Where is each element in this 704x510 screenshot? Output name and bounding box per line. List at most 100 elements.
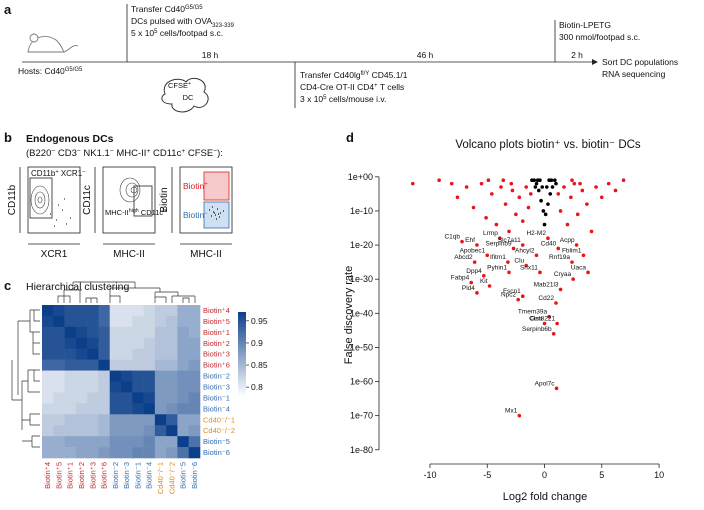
interval-label: 2 h xyxy=(571,50,583,60)
heat-cell xyxy=(143,348,156,360)
y-tick-label: 1e+00 xyxy=(348,172,373,182)
labeled-point xyxy=(517,413,522,418)
heat-cell xyxy=(132,370,144,382)
heat-cell xyxy=(143,403,156,415)
heat-cell xyxy=(154,348,167,360)
point xyxy=(562,185,566,189)
heat-cell xyxy=(154,381,167,393)
heat-cell xyxy=(188,326,201,339)
heat-cell xyxy=(98,337,111,350)
heat-cell xyxy=(75,381,88,393)
col-label: Biotin⁻6 xyxy=(190,462,199,489)
heat-cell xyxy=(188,315,201,328)
heat-cell xyxy=(177,370,190,382)
step-text: CD4-Cre OT-II CD4+ T cells xyxy=(300,82,404,92)
point xyxy=(534,181,539,186)
text-part: − xyxy=(110,148,114,155)
heat-cell xyxy=(132,337,144,350)
point xyxy=(501,178,506,183)
point xyxy=(575,212,580,217)
heat-cell xyxy=(121,370,133,382)
heat-cell xyxy=(132,326,144,339)
point xyxy=(558,209,563,213)
heat-cell xyxy=(166,337,178,350)
gene-label: Kit xyxy=(480,278,488,285)
heat-cell xyxy=(166,392,178,404)
gene-label: Apobec1 xyxy=(460,247,486,254)
y-tick-label: 1e-20 xyxy=(350,240,373,250)
col-label: Biotin⁻1 xyxy=(133,462,142,489)
point xyxy=(538,178,542,183)
heat-cell xyxy=(177,315,190,328)
point xyxy=(449,181,454,186)
panel-label: d xyxy=(346,130,354,145)
text-part: CD11b xyxy=(31,169,56,178)
text-part: CD3 xyxy=(55,148,77,159)
heat-cell xyxy=(98,370,111,382)
heat-cell xyxy=(188,381,201,393)
gene-label: Lrmp xyxy=(483,230,498,237)
row-label: Biotin⁺3 xyxy=(203,350,230,359)
contour xyxy=(30,185,50,215)
chart-title: Volcano plots biotin⁺ vs. biotin⁻ DCs xyxy=(455,139,641,151)
text-part: Transfer Cd40lg xyxy=(300,70,361,80)
heat-cell xyxy=(132,447,144,459)
gene-label: H2-M2 xyxy=(526,230,546,237)
point xyxy=(464,185,469,189)
labeled-point xyxy=(542,321,547,326)
heat-cell xyxy=(166,359,178,371)
gene-label: Dpp4 xyxy=(466,268,482,275)
heat-cell xyxy=(53,326,65,339)
heat-cell xyxy=(132,305,144,317)
heat-cell xyxy=(188,425,201,437)
heatmap: Biotin⁺4Biotin⁺5Biotin⁺1Biotin⁺2Biotin⁺3… xyxy=(42,305,268,494)
text-part: CD45.1/1 xyxy=(369,70,408,80)
heat-cell xyxy=(75,315,88,328)
heat-cell xyxy=(64,348,77,360)
arrow-head xyxy=(592,59,598,65)
col-label: Biotin⁺5 xyxy=(54,462,63,489)
labeled-point xyxy=(555,321,559,326)
heat-cell xyxy=(154,326,167,339)
row-label: Biotin⁻1 xyxy=(203,393,230,402)
text-part: Biotin xyxy=(183,181,205,191)
heat-cell xyxy=(53,414,65,426)
y-tick-label: 1e-10 xyxy=(350,206,373,216)
text-part: 3 x 10 xyxy=(300,94,323,104)
heat-cell xyxy=(109,315,122,328)
point xyxy=(570,178,574,183)
point xyxy=(565,222,570,227)
text-part: − xyxy=(51,148,55,155)
heat-cell xyxy=(75,348,88,360)
text-part: XCR1 xyxy=(59,169,83,178)
heat-cell xyxy=(132,436,144,448)
y-axis-label: False discovery rate xyxy=(343,266,355,364)
point xyxy=(543,212,548,217)
heat-cell xyxy=(87,425,99,437)
heat-cell xyxy=(75,425,88,437)
heat-cell xyxy=(166,403,178,415)
heat-cell xyxy=(143,414,156,426)
flow-frame xyxy=(102,166,156,234)
gene-label: Mab21l3 xyxy=(534,281,559,288)
flow-axis-label: XCR1 xyxy=(41,249,68,260)
labeled-point xyxy=(506,260,510,264)
heat-cell xyxy=(42,414,54,426)
heat-cell xyxy=(121,326,133,339)
point xyxy=(479,181,484,186)
point xyxy=(539,198,543,203)
heat-cell xyxy=(42,381,54,393)
point xyxy=(613,188,618,193)
point xyxy=(548,192,553,196)
heat-cell xyxy=(42,403,54,415)
readout-text: Sort DC populations xyxy=(602,57,678,67)
heat-cell xyxy=(121,348,133,360)
flow-axis-label: Biotin xyxy=(159,187,170,212)
heat-cell xyxy=(132,425,144,437)
events xyxy=(209,206,224,220)
point xyxy=(580,188,585,193)
row-label: Cd40⁻/⁻2 xyxy=(203,426,235,435)
interval-label: 18 h xyxy=(202,50,219,60)
heat-cell xyxy=(132,392,144,404)
gene-label: Cd22 xyxy=(538,295,554,302)
